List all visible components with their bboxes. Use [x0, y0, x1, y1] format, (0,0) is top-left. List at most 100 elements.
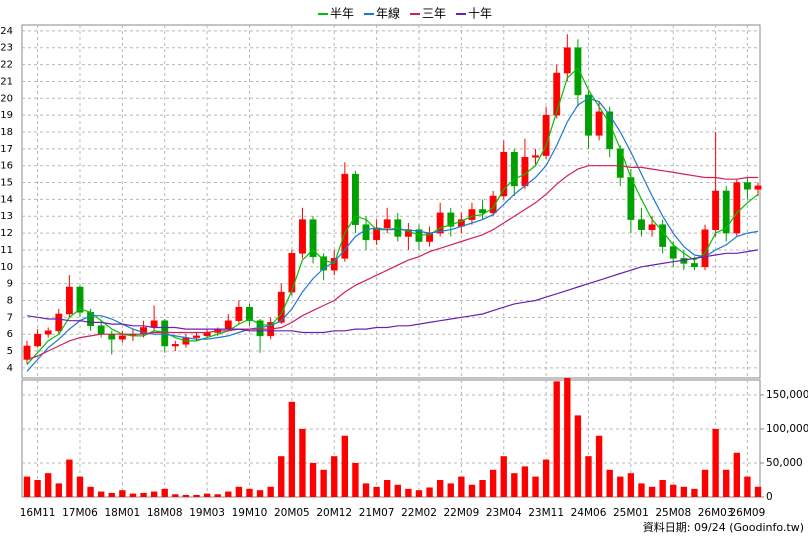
- candle-body: [320, 256, 328, 271]
- candle-body: [44, 330, 52, 335]
- candle-body: [362, 224, 370, 241]
- candle-body: [733, 182, 741, 234]
- volume-bar: [140, 492, 147, 497]
- y-tick-label: 6: [7, 329, 13, 340]
- volume-bar: [235, 486, 243, 497]
- candle-body: [638, 219, 645, 230]
- volume-bar: [638, 483, 645, 497]
- y2-tick-label: 50,000: [766, 457, 803, 469]
- volume-bar: [701, 469, 709, 497]
- candle-body: [648, 224, 656, 230]
- volume-bar: [670, 484, 677, 497]
- candle-body: [468, 209, 476, 220]
- candle-body: [76, 286, 84, 313]
- legend-label: 半年: [330, 7, 354, 21]
- volume-bar: [193, 494, 200, 497]
- candle-body: [712, 190, 720, 230]
- volume-bar: [55, 483, 62, 497]
- candle-body: [553, 72, 561, 116]
- y2-tick-label: 100,000: [766, 423, 808, 435]
- y-tick-label: 12: [0, 228, 13, 239]
- y-tick-label: 9: [7, 279, 13, 290]
- volume-bar: [744, 476, 751, 497]
- volume-bar: [87, 486, 94, 497]
- volume-bar: [23, 476, 31, 497]
- y-tick-label: 5: [7, 346, 13, 357]
- x-tick-label: 25M08: [655, 507, 691, 519]
- y-tick-label: 13: [0, 211, 13, 222]
- volume-bar: [362, 483, 370, 497]
- volume-bar: [172, 494, 179, 497]
- volume-bar: [733, 452, 740, 497]
- volume-bar: [606, 469, 613, 497]
- volume-bar: [447, 483, 454, 497]
- y-tick-label: 19: [0, 110, 13, 121]
- y-tick-label: 10: [0, 262, 13, 273]
- volume-bar: [479, 479, 486, 497]
- volume-bar: [712, 428, 719, 497]
- candle-body: [479, 209, 486, 214]
- x-tick-label: 26M09: [730, 507, 766, 519]
- volume-bar: [564, 377, 571, 497]
- volume-bar: [352, 462, 359, 497]
- candle-body: [299, 219, 306, 254]
- volume-bar: [97, 491, 105, 497]
- volume-bar: [150, 491, 158, 497]
- x-tick-label: 17M06: [62, 507, 98, 519]
- candle-body: [108, 333, 116, 340]
- x-tick-label: 21M07: [359, 507, 395, 519]
- volume-bar: [66, 459, 73, 497]
- volume-bar: [394, 484, 401, 497]
- volume-bar: [76, 476, 84, 497]
- candle-body: [659, 224, 667, 247]
- legend-label: 年線: [376, 6, 400, 21]
- volume-bar: [532, 476, 539, 497]
- volume-bar: [320, 469, 327, 497]
- y2-tick-label: 0: [766, 491, 773, 503]
- x-tick-label: 25M01: [613, 507, 649, 519]
- x-tick-label: 19M03: [189, 507, 225, 519]
- volume-bar: [468, 484, 476, 497]
- volume-bar: [521, 466, 529, 497]
- ma-line: [26, 165, 758, 361]
- candle-body: [341, 173, 349, 259]
- candle-body: [171, 344, 179, 347]
- legend-label: 十年: [468, 7, 492, 21]
- x-tick-label: 23M11: [528, 507, 564, 519]
- y-tick-label: 11: [0, 245, 13, 256]
- candle-body: [65, 286, 73, 315]
- volume-bar: [288, 401, 296, 497]
- candle-body: [150, 320, 158, 328]
- candle-body: [627, 177, 635, 220]
- candle-body: [97, 325, 105, 335]
- volume-bar: [458, 476, 465, 497]
- volume-bar: [627, 473, 635, 497]
- candle-body: [55, 313, 63, 332]
- legend-label: 三年: [422, 7, 446, 21]
- y-tick-label: 22: [0, 60, 13, 71]
- volume-bar: [511, 473, 518, 497]
- candle-body: [489, 195, 497, 214]
- x-tick-label: 23M04: [486, 507, 522, 519]
- candle-body: [669, 246, 677, 259]
- volume-bar: [585, 456, 592, 497]
- candle-body: [246, 306, 253, 321]
- volume-bar: [309, 462, 317, 497]
- candle-body: [754, 185, 762, 190]
- volume-bar: [108, 492, 115, 497]
- volume-bar: [405, 488, 412, 497]
- volume-bar: [267, 486, 274, 497]
- y-tick-label: 15: [0, 178, 13, 189]
- candle-body: [118, 335, 126, 340]
- volume-bar: [723, 469, 730, 497]
- candle-body: [563, 47, 571, 74]
- y-tick-label: 23: [0, 43, 13, 54]
- candle-body: [743, 182, 751, 190]
- candle-body: [23, 345, 31, 360]
- volume-bar: [256, 490, 264, 497]
- x-tick-label: 26M03: [698, 507, 734, 519]
- volume-bar: [278, 456, 285, 497]
- x-tick-label: 24M06: [571, 507, 607, 519]
- volume-bar: [426, 487, 433, 497]
